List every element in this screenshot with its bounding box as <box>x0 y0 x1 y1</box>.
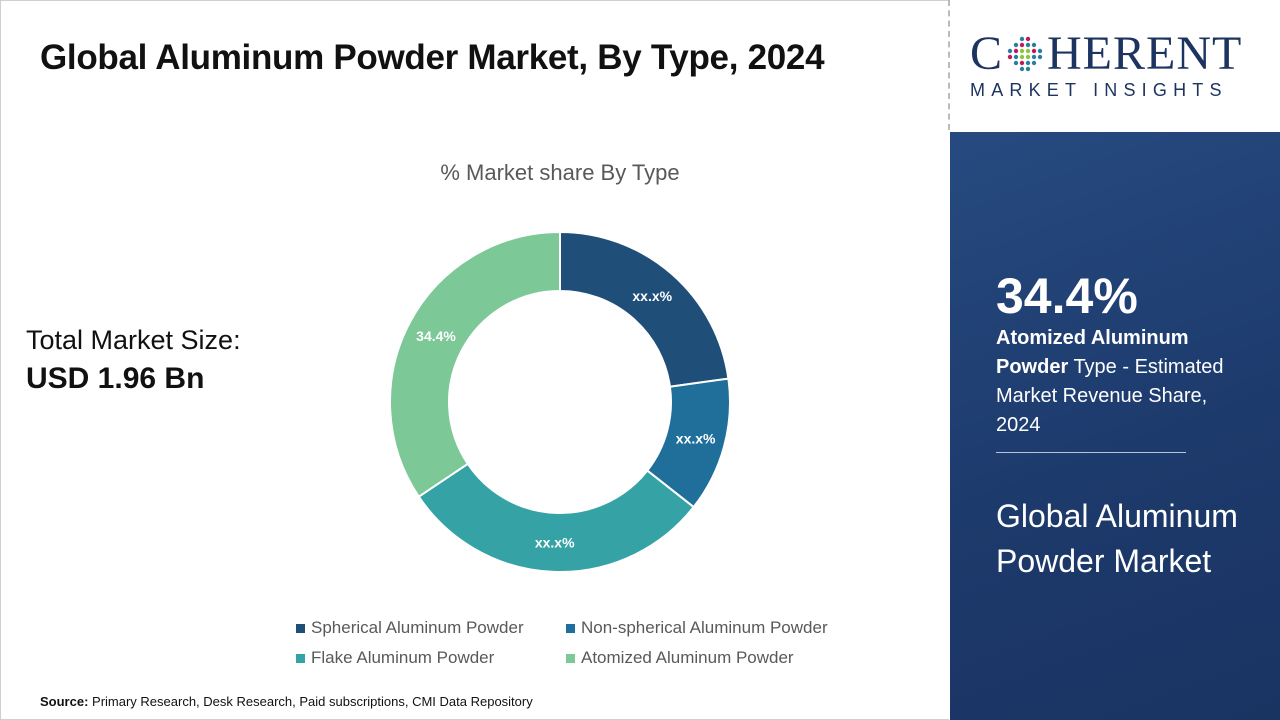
globe-dot <box>1013 60 1019 66</box>
data-label: 34.4% <box>416 328 456 344</box>
globe-dot <box>1019 48 1025 54</box>
logo-letter: C <box>970 27 1004 80</box>
legend-swatch <box>566 623 575 633</box>
globe-dot <box>1007 48 1013 54</box>
data-label: xx.x% <box>676 431 716 447</box>
donut-slice-spherical-aluminum-powder <box>559 230 730 388</box>
logo: C HERENT MARKET INSIGHTS <box>970 30 1260 101</box>
info-panel: 34.4% Atomized Aluminum Powder Type - Es… <box>950 132 1280 720</box>
highlight-segment: Atomized Aluminum Powder <box>996 327 1189 378</box>
globe-dot <box>1037 48 1043 54</box>
globe-dot <box>1019 66 1025 72</box>
total-market-label: Total Market Size: <box>26 325 241 355</box>
legend-item: Non-spherical Aluminum Powder <box>566 618 828 638</box>
globe-dot <box>1019 36 1025 42</box>
globe-dot <box>1037 54 1043 60</box>
globe-dot <box>1007 54 1013 60</box>
legend-label: Flake Aluminum Powder <box>311 648 495 667</box>
globe-dot <box>1025 36 1031 42</box>
chart-title: % Market share By Type <box>440 160 680 185</box>
globe-dot <box>1025 48 1031 54</box>
globe-dot <box>1031 54 1037 60</box>
donut-chart: xx.x% xx.x% xx.x% 34.4% <box>389 230 731 573</box>
globe-dot <box>1019 60 1025 66</box>
globe-dot <box>1025 66 1031 72</box>
logo-text: HERENT <box>1047 27 1243 80</box>
panel-divider <box>996 452 1186 453</box>
globe-dot <box>1031 48 1037 54</box>
legend-swatch <box>296 653 305 663</box>
legend-item: Spherical Aluminum Powder <box>296 618 524 638</box>
donut-slice-flake-aluminum-powder <box>417 462 696 573</box>
divider <box>948 0 950 130</box>
globe-dot <box>1025 42 1031 48</box>
source-text: Primary Research, Desk Research, Paid su… <box>88 694 533 709</box>
globe-dot <box>1013 42 1019 48</box>
market-name: Global Aluminum Powder Market <box>996 498 1238 579</box>
legend-label: Spherical Aluminum Powder <box>311 618 524 637</box>
data-label: xx.x% <box>632 288 672 304</box>
legend-label: Non-spherical Aluminum Powder <box>581 618 828 637</box>
source-label: Source: <box>40 694 89 709</box>
legend-swatch <box>566 653 575 663</box>
globe-dot <box>1019 54 1025 60</box>
legend-item: Flake Aluminum Powder <box>296 648 494 668</box>
globe-dot <box>1031 42 1037 48</box>
logo-subtitle: MARKET INSIGHTS <box>970 80 1228 100</box>
globe-dot <box>1025 54 1031 60</box>
source-note: Source: Primary Research, Desk Research,… <box>40 694 533 709</box>
legend-swatch <box>296 623 305 633</box>
total-market-value: USD 1.96 Bn <box>26 362 205 395</box>
globe-icon <box>1007 36 1043 72</box>
highlight-text: Type - Estimated Market Revenue Share, 2… <box>996 356 1224 436</box>
page-title: Global Aluminum Powder Market, By Type, … <box>40 38 825 77</box>
globe-dot <box>1013 48 1019 54</box>
globe-dot <box>1019 42 1025 48</box>
data-label: xx.x% <box>535 534 575 550</box>
globe-dot <box>1025 60 1031 66</box>
globe-dot <box>1031 60 1037 66</box>
legend-item: Atomized Aluminum Powder <box>566 648 794 668</box>
donut-slice-atomized-aluminum-powder <box>389 230 561 499</box>
highlight-percent: 34.4% <box>996 268 1138 324</box>
highlight-description: Atomized Aluminum Powder Type - Estimate… <box>996 324 1256 440</box>
legend-label: Atomized Aluminum Powder <box>581 648 794 667</box>
globe-dot <box>1013 54 1019 60</box>
